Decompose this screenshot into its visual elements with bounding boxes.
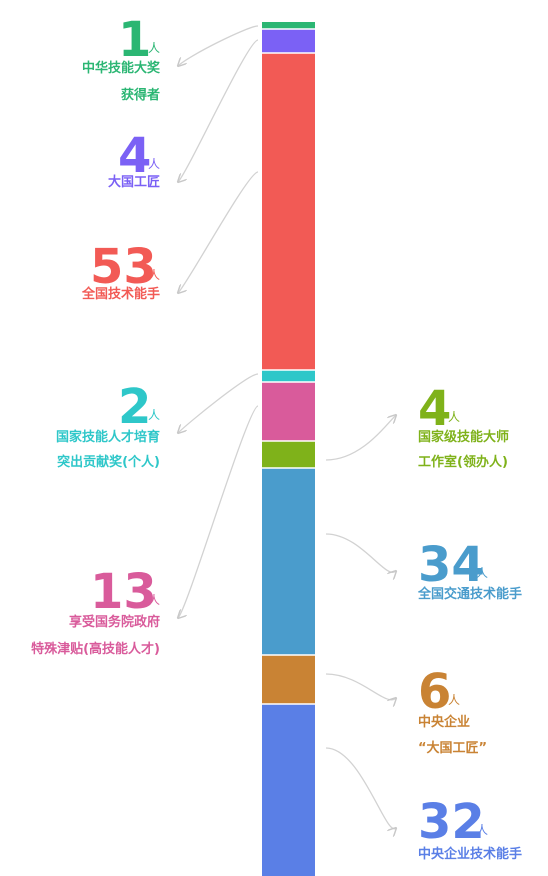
- bar-segment-9: [262, 704, 315, 876]
- callout-value-4: 2: [118, 379, 151, 435]
- callout-unit-4: 人: [148, 408, 160, 422]
- callout-unit-9: 人: [476, 823, 488, 837]
- callout-value-1: 1: [118, 12, 151, 68]
- bar-segment-2: [262, 29, 315, 53]
- bar-segment-4: [262, 370, 315, 382]
- callout-label-8: 中央企业: [418, 714, 470, 730]
- callout-label-6: 国家级技能大师: [418, 429, 509, 445]
- callout-value-8: 6: [418, 664, 451, 720]
- callout-unit-5: 人: [148, 593, 160, 607]
- callout-label-5: 特殊津贴(高技能人才): [31, 641, 160, 657]
- callout-label-1: 中华技能大奖: [82, 60, 161, 76]
- callout-connector-9: [325, 747, 396, 829]
- callout-connector-8: [325, 673, 396, 700]
- callout-unit-1: 人: [148, 41, 160, 55]
- callout-label-7: 全国交通技术能手: [417, 586, 522, 602]
- callout-label-4: 突出贡献奖(个人): [57, 454, 160, 470]
- callout-unit-8: 人: [448, 693, 460, 707]
- callout-label-1: 获得者: [121, 87, 160, 103]
- callout-value-5: 13: [90, 564, 157, 620]
- callout-label-2: 大国工匠: [108, 174, 160, 190]
- callout-connector-1: [178, 25, 259, 66]
- bar-segment-1: [262, 22, 315, 29]
- callout-connector-6: [325, 415, 396, 461]
- callout-label-4: 国家技能人才培育: [56, 429, 160, 445]
- bar-segment-7: [262, 468, 315, 655]
- callout-label-6: 工作室(领办人): [418, 454, 508, 470]
- callout-connector-7: [325, 533, 396, 572]
- bar-segment-3: [262, 53, 315, 370]
- callout-value-9: 32: [418, 794, 485, 850]
- callout-label-8: “大国工匠”: [418, 740, 487, 756]
- callout-value-7: 34: [418, 537, 485, 593]
- callout-value-3: 53: [90, 239, 157, 295]
- callout-label-3: 全国技术能手: [81, 286, 160, 302]
- callout-label-9: 中央企业技术能手: [418, 846, 522, 862]
- callout-unit-7: 人: [476, 566, 488, 580]
- callout-value-2: 4: [118, 128, 151, 184]
- bar-segment-5: [262, 382, 315, 441]
- callout-unit-3: 人: [148, 268, 160, 282]
- callout-value-6: 4: [418, 381, 451, 437]
- bar-segment-6: [262, 441, 315, 468]
- callout-connector-2: [178, 39, 259, 182]
- bar-segment-8: [262, 655, 315, 704]
- callout-connector-5: [178, 405, 259, 618]
- callout-unit-2: 人: [148, 157, 160, 171]
- callout-unit-6: 人: [448, 410, 460, 424]
- callout-label-5: 享受国务院政府: [69, 614, 160, 630]
- callout-connector-3: [178, 171, 259, 293]
- callout-connector-4: [178, 373, 259, 433]
